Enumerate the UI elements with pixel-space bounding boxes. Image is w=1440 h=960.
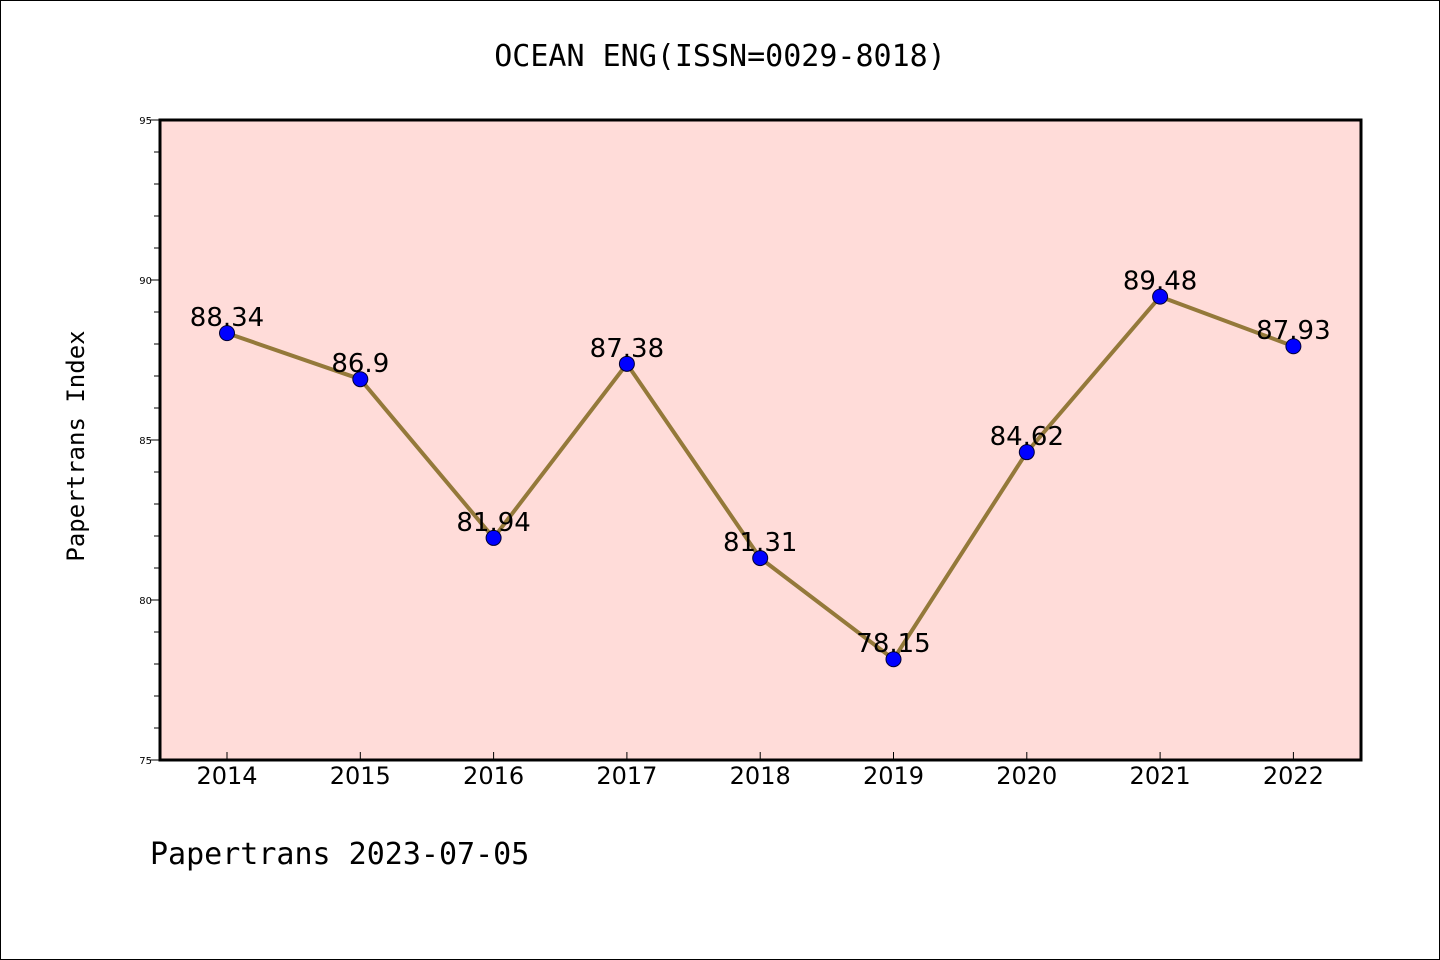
chart-title: OCEAN ENG(ISSN=0029-8018) (494, 39, 946, 74)
data-point (885, 651, 902, 668)
data-label: 84.62 (990, 422, 1064, 452)
data-markers (219, 288, 1302, 668)
data-label: 78.15 (856, 629, 930, 659)
x-tick-label: 2017 (596, 762, 657, 790)
x-axis: 2014 2015 2016 2017 2018 2019 2020 2021 2022 (196, 752, 1324, 790)
x-tick-label: 2019 (863, 762, 924, 790)
data-label: 89.48 (1123, 267, 1197, 297)
y-tick-label: 80 (139, 596, 152, 607)
data-point (1285, 338, 1302, 355)
footer-text: Papertrans 2023-07-05 (150, 837, 529, 872)
y-tick-label: 75 (139, 756, 152, 767)
data-label: 88.34 (190, 303, 264, 333)
data-point (352, 371, 369, 388)
data-label: 81.31 (723, 528, 797, 558)
x-tick-label: 2018 (730, 762, 791, 790)
x-tick-label: 2022 (1263, 762, 1324, 790)
y-axis-label: Papertrans Index (62, 330, 90, 561)
y-tick-label: 85 (139, 436, 152, 447)
x-tick-label: 2016 (463, 762, 524, 790)
x-tick-label: 2014 (196, 762, 257, 790)
plot-area (160, 120, 1361, 760)
data-point (618, 355, 635, 372)
data-point (752, 550, 769, 567)
x-tick-label: 2021 (1130, 762, 1191, 790)
data-point (1018, 444, 1035, 461)
data-label: 87.38 (590, 334, 664, 364)
data-point (1152, 288, 1169, 305)
data-point (219, 325, 235, 342)
data-label: 81.94 (456, 508, 530, 538)
plot-border (158, 118, 1363, 762)
y-axis: 75 80 85 90 95 (139, 116, 160, 767)
data-label: 87.93 (1256, 316, 1330, 346)
data-label: 86.9 (331, 349, 389, 379)
x-tick-label: 2020 (996, 762, 1057, 790)
data-labels: 88.34 86.9 81.94 87.38 81.31 78.15 84.62 89.48 8… (190, 267, 1331, 660)
data-point (485, 529, 502, 546)
y-tick-label: 90 (139, 276, 152, 287)
y-tick-label: 95 (139, 116, 152, 127)
x-tick-label: 2015 (330, 762, 391, 790)
